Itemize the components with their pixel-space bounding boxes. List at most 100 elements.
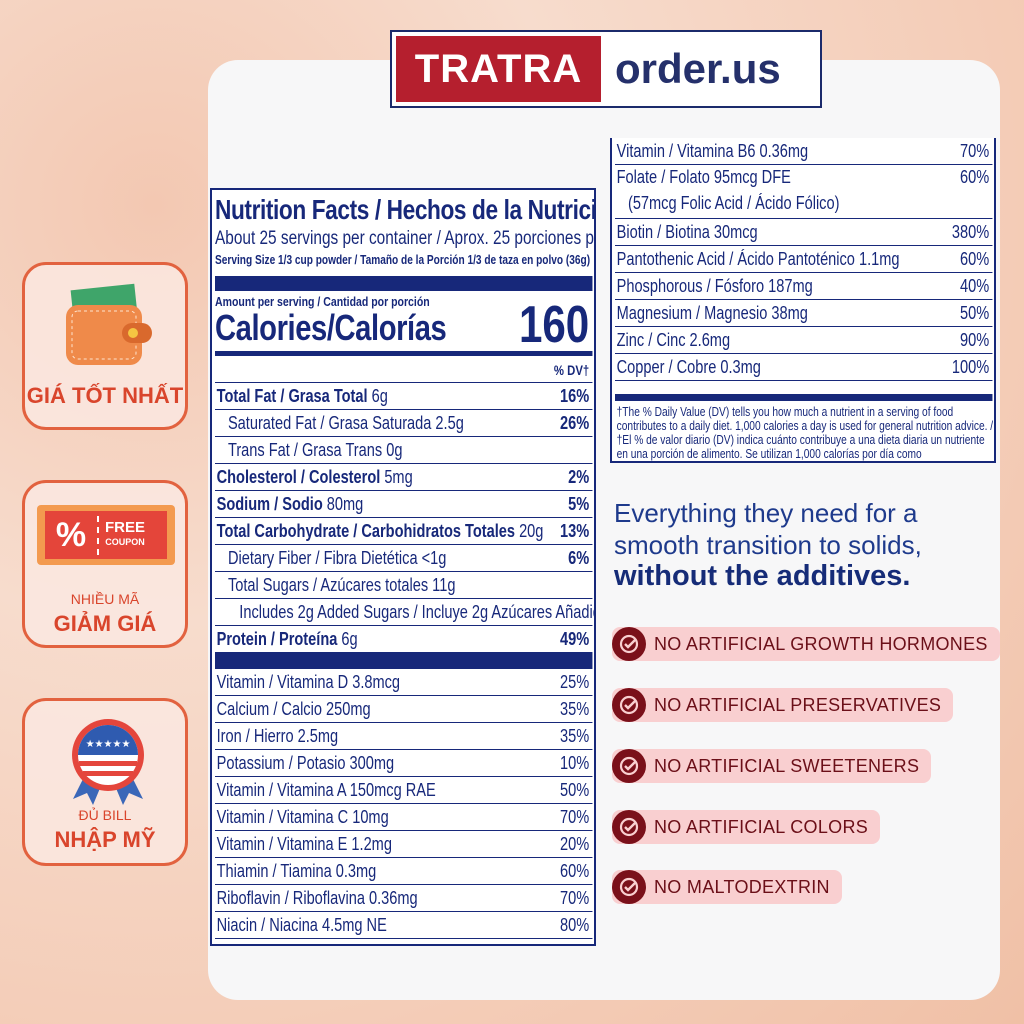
vitamin-row: Biotin / Biotina 30mcg 380% — [615, 219, 993, 246]
vitamin-row: Vitamin / Vitamina C 10mg 70% — [215, 804, 593, 831]
claim-badge: NO ARTIFICIAL GROWTH HORMONES — [612, 627, 1000, 661]
calories-label: Calories/Calorías — [215, 307, 447, 348]
vitamin-dv: 50% — [960, 302, 990, 323]
nutrient-amount: 20g — [515, 520, 544, 541]
claim-badge: NO ARTIFICIAL COLORS — [612, 810, 881, 844]
badge-title: GIÁ TỐT NHẤT — [26, 383, 184, 408]
vitamin-row: Vitamin / Vitamina B6 0.36mg 70% — [615, 138, 993, 165]
nutrient-name: Saturated Fat / Grasa Saturada 2.5g — [227, 412, 464, 433]
calories-value: 160 — [518, 296, 590, 354]
nutrient-row: Sodium / Sodio 80mg 5% — [215, 491, 593, 518]
vitamin-dv: 60% — [960, 167, 990, 187]
coupon-icon: % FREE COUPON — [37, 505, 175, 565]
divider — [615, 394, 993, 401]
nutrient-amount: 6g — [337, 628, 358, 649]
check-circle-icon — [612, 749, 646, 783]
vitamin-dv: 70% — [560, 806, 590, 827]
vitamin-row: Riboflavin / Riboflavina 0.36mg 70% — [215, 885, 593, 912]
vitamin-row: Pantothenic Acid / Ácido Pantoténico 1.1… — [615, 246, 993, 273]
vitamin-name: Folate / Folato 95mcg DFE — [616, 167, 791, 187]
coupon-label: COUPON — [105, 537, 145, 547]
nutrient-name: Total Sugars / Azúcares totales 11g — [227, 574, 456, 595]
vitamin-name: Potassium / Potasio 300mg — [216, 752, 395, 773]
badge-us-import: ★★★★★ ĐỦ BILL NHẬP MỸ — [22, 698, 188, 866]
vitamin-name: Zinc / Cinc 2.6mg — [616, 329, 731, 350]
brand-logo: TRATRA order.us — [390, 30, 822, 108]
coupon-percent: % — [45, 515, 99, 555]
badge-title: NHẬP MỸ — [54, 827, 156, 852]
check-circle-icon — [612, 627, 646, 661]
vitamin-dv: 80% — [560, 914, 590, 935]
vitamin-row: Vitamin / Vitamina D 3.8mcg 25% — [215, 669, 593, 696]
vitamin-dv: 20% — [560, 833, 590, 854]
vitamin-dv: 60% — [960, 248, 990, 269]
brand-logo-left: TRATRA — [396, 36, 601, 102]
check-circle-icon — [612, 688, 646, 722]
vitamin-name: Vitamin / Vitamina E 1.2mg — [216, 833, 392, 854]
vitamin-name: Vitamin / Vitamina A 150mcg RAE — [216, 779, 436, 800]
nutrient-name: Cholesterol / Colesterol — [216, 466, 381, 487]
nutrient-row: Cholesterol / Colesterol 5mg 2% — [215, 464, 593, 491]
vitamin-dv: 40% — [960, 275, 990, 296]
nutrition-facts-panel: Nutrition Facts / Hechos de la Nutrición… — [210, 188, 596, 946]
nutrient-row: Trans Fat / Grasa Trans 0g — [215, 437, 593, 464]
vitamin-name: Iron / Hierro 2.5mg — [216, 725, 339, 746]
nutrition-title: Nutrition Facts / Hechos de la Nutrición — [215, 194, 596, 225]
vitamin-dv: 70% — [560, 887, 590, 908]
vitamin-dv: 70% — [960, 140, 990, 161]
badge-title: GIẢM GIÁ — [53, 611, 157, 636]
nutrient-row: Dietary Fiber / Fibra Dietética <1g 6% — [215, 545, 593, 572]
nutrient-name: Sodium / Sodio — [216, 493, 323, 514]
nutrient-row: Includes 2g Added Sugars / Incluye 2g Az… — [215, 599, 594, 626]
vitamin-dv: 35% — [560, 698, 590, 719]
vitamin-row: Magnesium / Magnesio 38mg 50% — [615, 300, 993, 327]
headline-line-1: Everything they need for a — [614, 498, 918, 528]
coupon-free: FREE — [105, 519, 146, 536]
vitamin-row: Vitamin / Vitamina A 150mcg RAE 50% — [215, 777, 593, 804]
vitamin-row: Thiamin / Tiamina 0.3mg 60% — [215, 858, 593, 885]
nutrient-amount: 80mg — [322, 493, 364, 514]
vitamin-name: Vitamin / Vitamina C 10mg — [216, 806, 389, 827]
nutrient-name: Total Carbohydrate / Carbohidratos Total… — [216, 520, 516, 541]
claim-text: NO ARTIFICIAL GROWTH HORMONES — [654, 633, 988, 654]
nutrient-dv: 5% — [568, 493, 590, 514]
claim-text: NO ARTIFICIAL COLORS — [654, 816, 869, 837]
check-circle-icon — [612, 870, 646, 904]
amount-per-serving: Amount per serving / Cantidad por porció… — [215, 294, 430, 309]
wallet-icon — [66, 283, 152, 365]
nutrient-row: Protein / Proteína 6g 49% — [215, 626, 593, 653]
vitamin-row: Zinc / Cinc 2.6mg 90% — [615, 327, 993, 354]
nutrient-name: Trans Fat / Grasa Trans 0g — [227, 439, 403, 460]
dv-header: % DV† — [215, 356, 593, 383]
nutrient-dv: 49% — [560, 628, 590, 649]
vitamin-row: Potassium / Potasio 300mg 10% — [215, 750, 593, 777]
vitamin-dv: 35% — [560, 725, 590, 746]
vitamin-name: Pantothenic Acid / Ácido Pantoténico 1.1… — [616, 248, 900, 269]
vitamin-row: Calcium / Calcio 250mg 35% — [215, 696, 593, 723]
divider — [215, 276, 593, 291]
claim-badge: NO ARTIFICIAL SWEETENERS — [612, 749, 932, 783]
vitamin-name: Thiamin / Tiamina 0.3mg — [216, 860, 377, 881]
vitamin-name: Vitamin / Vitamina D 3.8mcg — [216, 671, 401, 692]
nutrition-facts-continued: Vitamin / Vitamina B6 0.36mg 70% Folate / … — [610, 138, 996, 463]
nutrient-amount: 6g — [367, 385, 388, 406]
nutrient-dv: 2% — [568, 466, 590, 487]
dv-footnote: †The % Daily Value (DV) tells you how mu… — [616, 405, 994, 461]
badge-coupon: % FREE COUPON NHIỀU MÃ GIẢM GIÁ — [22, 480, 188, 648]
nutrient-dv: 13% — [560, 520, 590, 541]
nutrient-dv: 16% — [560, 385, 590, 406]
nutrient-dv: 6% — [568, 547, 590, 568]
vitamin-name: Biotin / Biotina 30mcg — [616, 221, 758, 242]
vitamin-name: Phosphorous / Fósforo 187mg — [616, 275, 813, 296]
check-circle-icon — [612, 810, 646, 844]
serving-size: Serving Size 1/3 cup powder / Tamaño de … — [215, 253, 591, 267]
vitamin-name: Riboflavin / Riboflavina 0.36mg — [216, 887, 418, 908]
nutrient-amount: 5mg — [380, 466, 413, 487]
vitamin-row: Folate / Folato 95mcg DFE (57mcg Folic Ac… — [615, 165, 993, 219]
vitamin-row: Iron / Hierro 2.5mg 35% — [215, 723, 593, 750]
nutrient-name: Protein / Proteína — [216, 628, 338, 649]
usa-seal-icon: ★★★★★ — [72, 719, 144, 805]
vitamin-name: Niacin / Niacina 4.5mg NE — [216, 914, 387, 935]
vitamin-row: Phosphorous / Fósforo 187mg 40% — [615, 273, 993, 300]
vitamin-row: Niacin / Niacina 4.5mg NE 80% — [215, 912, 593, 939]
